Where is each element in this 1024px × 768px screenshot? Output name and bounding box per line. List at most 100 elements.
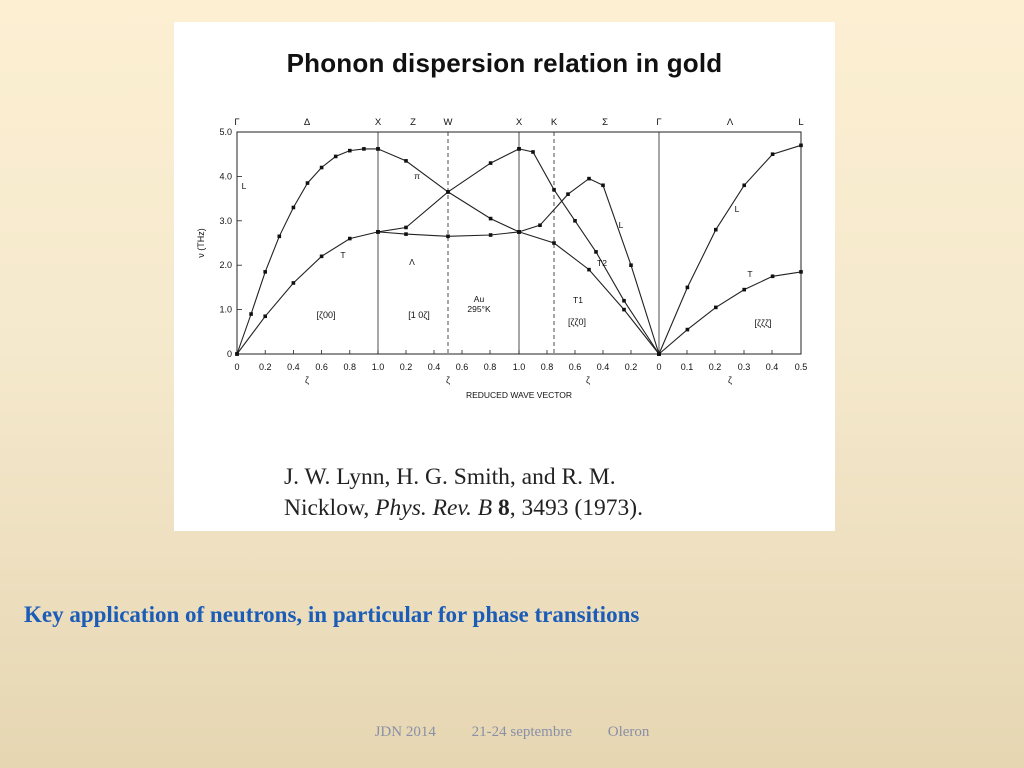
data-point [404,225,408,230]
data-point [587,267,591,272]
x-zeta-label: ζ [728,375,732,385]
data-point [685,285,690,290]
branch-label: Λ [409,257,415,267]
symmetry-point-label: X [516,117,523,128]
x-tick-label: 0.2 [625,362,638,372]
x-tick-label: 0.4 [766,362,779,372]
data-point [770,152,775,156]
segment-label: [ζ00] [317,310,336,320]
data-point [249,312,253,316]
y-tick-label: 1.0 [219,305,232,315]
x-tick-label: 0.4 [597,362,610,372]
data-point [305,181,310,185]
x-tick-label: 0 [656,362,661,372]
symmetry-point-label: X [375,117,382,128]
citation-journal: Phys. Rev. B [375,495,493,521]
series-line [518,231,660,355]
x-tick-label: 0.2 [400,362,413,372]
data-point [629,263,633,267]
x-tick-label: 1.0 [513,362,526,372]
x-tick-label: 0.3 [738,362,751,372]
data-point [376,230,380,234]
segment-label: [ζζ0] [568,317,586,327]
data-point [742,183,746,188]
x-tick-label: 0.8 [484,362,497,372]
data-point [594,250,598,254]
segment-label: 295°K [467,304,491,314]
data-point [362,147,366,151]
data-point [446,190,450,194]
figure-title: Phonon dispersion relation in gold [286,48,723,78]
data-point [552,241,556,245]
branch-label: T [747,269,752,279]
x-zeta-label: ζ [586,375,590,385]
data-point [235,352,239,356]
branch-label: L [735,204,740,214]
data-point [291,281,296,285]
data-point [404,232,408,236]
citation-authors: Nicklow, [284,495,376,521]
data-point [742,287,746,292]
dispersion-chart: 0 1.0 2.0 3.0 4.0 5.0 ν (THz) Γ Δ X Z W X K Σ Γ Λ L 0 0.2 0.… [196,117,808,400]
x-axis-label: REDUCED WAVE VECTOR [466,390,572,400]
data-point [566,192,570,196]
citation: J. W. Lynn, H. G. Smith, and R. M. Nickl… [284,462,643,524]
data-point [277,234,282,239]
x-tick-label: 0.1 [681,362,694,372]
x-tick-label: 0.6 [315,362,328,372]
segment-label: [1 0ζ] [408,310,429,320]
data-point [714,305,718,310]
slide-caption: Key application of neutrons, in particul… [24,602,640,627]
segment-label: Au [474,294,485,304]
series-line [236,231,379,355]
x-tick-label: 1.0 [372,362,385,372]
x-tick-label: 0.4 [428,362,441,372]
x-tick-label: 0.6 [456,362,469,372]
series-line [658,271,802,355]
data-point [291,205,296,210]
footer-dates: 21-24 septembre [471,724,572,740]
data-point [538,223,542,228]
data-point [488,161,493,165]
data-point [657,352,661,356]
x-tick-label: 0.5 [795,362,808,372]
symmetry-point-label: L [798,117,803,128]
branch-label: T2 [597,258,607,268]
x-tick-label: 0.4 [287,362,300,372]
citation-pages-year: , 3493 (1973). [509,495,643,521]
symmetry-point-label: Γ [234,117,239,128]
data-point [376,147,380,151]
branch-label: T1 [573,295,583,305]
data-point [348,236,352,241]
data-point [263,270,267,274]
footer-event: JDN 2014 [374,724,436,740]
symmetry-point-label: W [444,117,453,128]
data-point [348,148,352,153]
data-point [587,176,591,181]
data-point [601,183,605,188]
symmetry-point-label: Γ [656,117,661,128]
series-line [236,148,378,355]
data-point [622,307,626,312]
data-point [488,216,493,221]
footer-location: Oleron [607,724,650,740]
symmetry-point-label: K [551,117,558,128]
data-point [333,154,338,159]
x-tick-label: 0.2 [709,362,722,372]
data-point [404,159,408,163]
data-point [573,219,577,223]
y-tick-label: 4.0 [219,171,232,181]
x-tick-label: 0.6 [569,362,582,372]
symmetry-point-label: Σ [602,117,608,128]
citation-line2: Nicklow, Phys. Rev. B 8, 3493 (1973). [284,493,643,524]
figure-panel: Phonon dispersion relation in gold 0 1.0 2… [174,22,835,531]
slide-footer: JDN 2014 21-24 septembre Oleron [0,724,1024,741]
data-point [263,314,267,319]
x-tick-label: 0.8 [541,362,554,372]
data-point [799,143,803,148]
x-tick-label: 0 [234,362,239,372]
segment-label: [ζζζ] [755,318,772,328]
data-point [714,227,718,232]
data-point [517,147,521,151]
data-point [799,270,803,274]
